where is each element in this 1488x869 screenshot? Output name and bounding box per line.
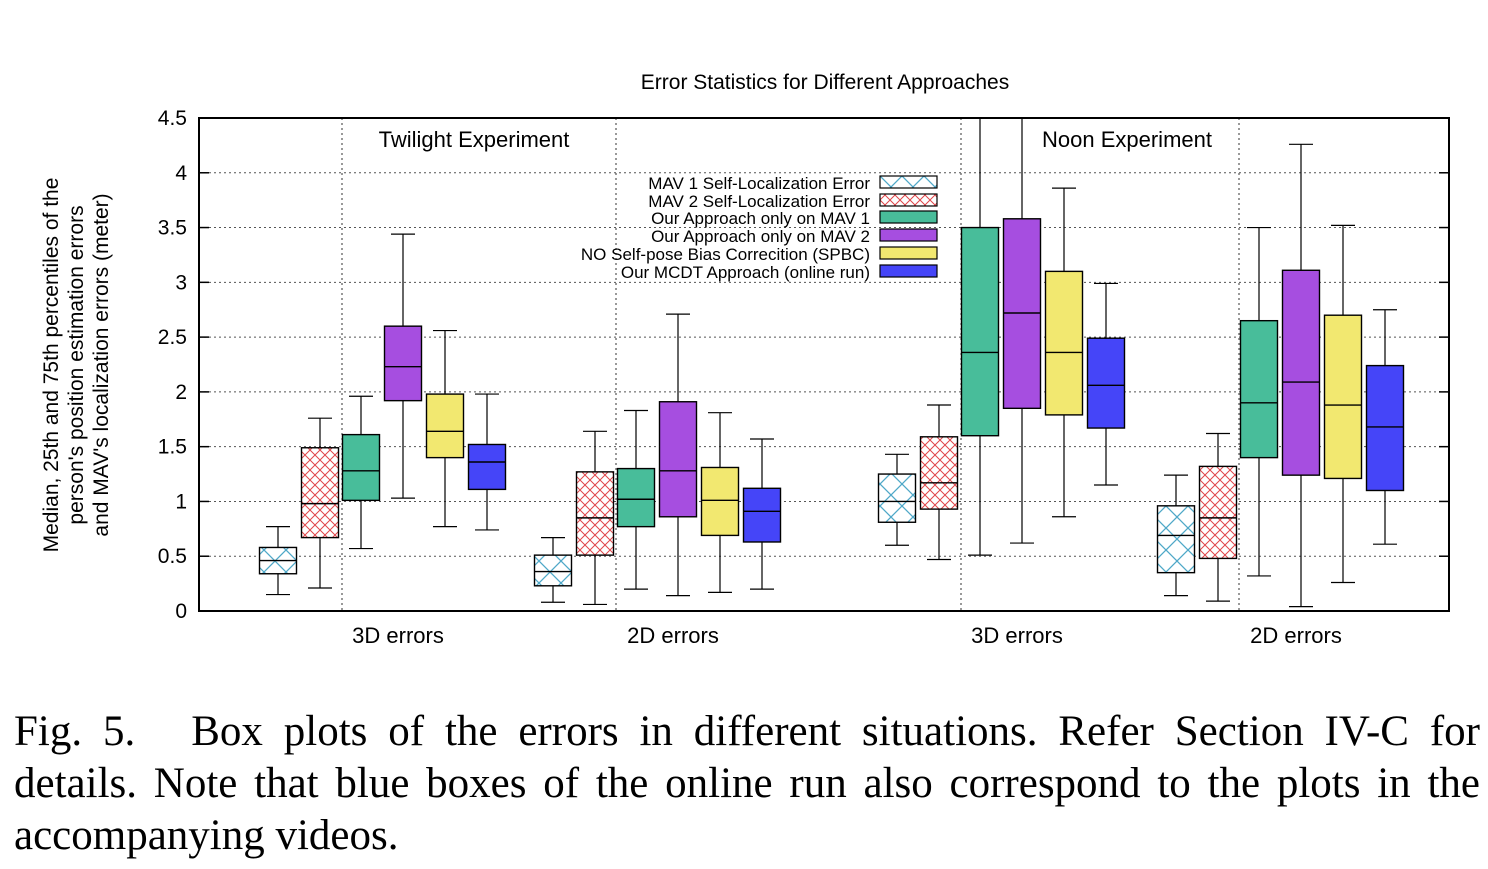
- box-6-group-1: [467, 393, 507, 531]
- legend-swatch: [879, 210, 938, 224]
- box-1-group-3: [877, 453, 917, 546]
- experiment-labels: Twilight Experiment Noon Experiment: [379, 127, 1212, 152]
- box-body: [1281, 269, 1321, 476]
- box-3-group-2: [616, 409, 656, 590]
- legend-label: MAV 2 Self-Localization Error: [648, 192, 870, 211]
- y-tick-label: 0: [175, 600, 187, 623]
- box-body: [1239, 319, 1279, 459]
- x-group-label: 3D errors: [352, 623, 444, 648]
- box-5-group-3: [1044, 187, 1084, 518]
- box-4-group-3: [1002, 118, 1042, 544]
- box-body: [383, 325, 423, 402]
- box-3-group-4: [1239, 226, 1279, 577]
- legend-swatch: [879, 228, 938, 242]
- box-body: [742, 487, 782, 543]
- x-axis-group-labels: 3D errors 2D errors 3D errors 2D errors: [352, 623, 1342, 648]
- caption-label: Fig. 5.: [14, 708, 136, 755]
- caption-text: Box plots of the errors in different sit…: [14, 708, 1480, 859]
- box-body: [1044, 270, 1084, 416]
- box-6-group-4: [1365, 309, 1405, 545]
- legend-swatch: [879, 175, 938, 189]
- legend-swatch: [879, 264, 938, 278]
- y-tick-label: 4.5: [158, 107, 187, 130]
- box-body: [1198, 465, 1238, 560]
- box-body: [1365, 364, 1405, 492]
- box-body: [700, 466, 740, 537]
- y-axis-label-line: person's position estimation errors: [65, 205, 88, 524]
- box-body: [877, 473, 917, 523]
- box-6-group-2: [742, 438, 782, 590]
- legend-label: Our Approach only on MAV 2: [651, 227, 870, 246]
- plot-frame: [198, 117, 1450, 612]
- box-1-group-4: [1156, 474, 1196, 597]
- y-tick-label: 1.5: [158, 436, 187, 459]
- box-body: [425, 393, 465, 459]
- x-group-label: 3D errors: [971, 623, 1063, 648]
- box-series: [258, 118, 1405, 608]
- y-axis-label-line: and MAV's localization errors (meter): [90, 193, 113, 536]
- legend-swatch: [879, 246, 938, 260]
- y-tick-label: 3.5: [158, 217, 187, 240]
- y-tick-label: 0.5: [158, 545, 187, 568]
- y-tick-label: 2: [175, 381, 187, 404]
- boxplot-chart: Error Statistics for Different Approache…: [40, 71, 1450, 648]
- box-1-group-1: [258, 526, 298, 596]
- box-body: [533, 554, 573, 587]
- box-body: [1156, 505, 1196, 574]
- y-axis-label-line: Median, 25th and 75th percentiles of the: [40, 178, 63, 553]
- box-body: [575, 471, 615, 556]
- legend-label: MAV 1 Self-Localization Error: [648, 174, 870, 193]
- box-body: [658, 401, 698, 518]
- y-axis-ticks: 0 0.5 1 1.5 2 2.5 3 3.5 4 4.5: [158, 107, 1449, 623]
- box-body: [467, 443, 507, 491]
- box-4-group-2: [658, 313, 698, 597]
- box-5-group-2: [700, 412, 740, 593]
- box-3-group-1: [341, 395, 381, 550]
- y-tick-label: 2.5: [158, 326, 187, 349]
- experiment-label: Noon Experiment: [1042, 127, 1212, 152]
- box-2-group-2: [575, 430, 615, 606]
- legend-label: Our MCDT Approach (online run): [621, 263, 870, 282]
- box-2-group-1: [300, 417, 340, 589]
- box-5-group-1: [425, 329, 465, 528]
- legend-label: NO Self-pose Bias Correcition (SPBC): [581, 245, 870, 264]
- box-6-group-3: [1086, 282, 1126, 486]
- legend-swatch: [879, 193, 938, 207]
- box-2-group-3: [919, 404, 959, 561]
- box-4-group-4: [1281, 143, 1321, 608]
- box-body: [1323, 314, 1363, 480]
- box-body: [616, 467, 656, 528]
- experiment-label: Twilight Experiment: [379, 127, 570, 152]
- box-body: [960, 226, 1000, 437]
- y-tick-label: 1: [175, 490, 187, 513]
- box-body: [919, 436, 959, 510]
- x-group-label: 2D errors: [1250, 623, 1342, 648]
- legend-label: Our Approach only on MAV 1: [651, 209, 870, 228]
- y-tick-label: 4: [175, 162, 187, 185]
- box-body: [341, 433, 381, 502]
- box-1-group-2: [533, 536, 573, 603]
- y-tick-label: 3: [175, 271, 187, 294]
- chart-title: Error Statistics for Different Approache…: [641, 71, 1009, 94]
- x-group-label: 2D errors: [627, 623, 719, 648]
- box-2-group-4: [1198, 432, 1238, 602]
- figure-caption: Fig. 5. Box plots of the errors in differ…: [14, 706, 1480, 862]
- box-5-group-4: [1323, 224, 1363, 584]
- box-body: [300, 447, 340, 539]
- y-axis-label: Median, 25th and 75th percentiles of the…: [40, 178, 113, 553]
- box-3-group-3: [960, 118, 1000, 556]
- box-body: [1086, 337, 1126, 429]
- box-4-group-1: [383, 233, 423, 499]
